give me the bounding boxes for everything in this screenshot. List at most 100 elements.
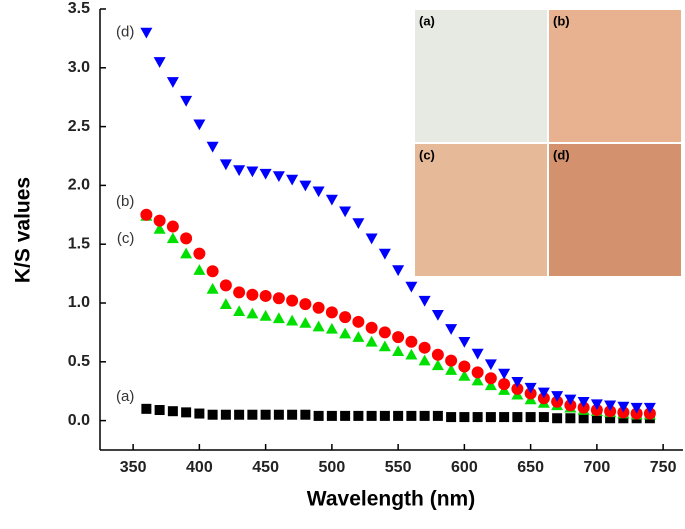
point: [153, 222, 166, 234]
point: [166, 232, 179, 244]
point: [167, 406, 178, 417]
point: [484, 372, 497, 385]
inset-label: (a): [419, 13, 435, 28]
point: [445, 364, 458, 375]
y-tick-label: 0.0: [68, 412, 90, 429]
point: [431, 359, 444, 371]
point: [286, 174, 299, 186]
inset-label: (c): [419, 147, 435, 162]
point: [180, 247, 193, 259]
point: [485, 412, 496, 423]
y-tick-label: 1.5: [68, 235, 90, 252]
y-tick-label: 0.5: [68, 353, 90, 370]
point: [459, 412, 470, 423]
point: [260, 409, 271, 420]
point: [445, 324, 458, 335]
point: [312, 301, 325, 314]
point: [166, 220, 179, 233]
point: [206, 265, 219, 278]
point: [484, 359, 497, 371]
point: [418, 341, 431, 354]
point: [233, 286, 246, 299]
point: [419, 410, 430, 421]
point: [392, 331, 405, 344]
point: [458, 360, 471, 373]
point: [206, 282, 219, 294]
y-tick-label: 3.0: [68, 59, 90, 76]
point: [340, 410, 351, 421]
point: [471, 348, 484, 360]
point: [552, 413, 563, 424]
point: [432, 410, 443, 421]
point: [379, 410, 390, 421]
point: [325, 194, 338, 206]
point: [140, 208, 153, 221]
point: [525, 412, 536, 423]
point: [193, 119, 206, 131]
y-tick-label: 3.5: [68, 0, 90, 17]
point: [286, 294, 299, 307]
x-tick-label: 700: [584, 459, 611, 476]
point: [446, 412, 457, 423]
point: [471, 366, 484, 379]
x-tick-label: 750: [650, 459, 677, 476]
point: [153, 214, 166, 227]
point: [617, 401, 630, 413]
series-label: (c): [117, 230, 135, 247]
y-axis-title: K/S values: [12, 177, 35, 283]
point: [511, 376, 524, 388]
point: [180, 95, 193, 107]
point: [352, 218, 365, 230]
point: [643, 402, 656, 414]
point: [551, 391, 564, 402]
point: [405, 335, 418, 348]
point: [312, 320, 325, 332]
point: [590, 399, 603, 411]
point: [431, 309, 444, 321]
point: [312, 186, 325, 198]
point: [538, 412, 549, 423]
point: [153, 57, 166, 68]
point: [511, 382, 524, 395]
point: [498, 368, 511, 380]
point: [325, 306, 338, 319]
x-axis-title: Wavelength (nm): [307, 488, 475, 511]
point: [458, 369, 471, 381]
point: [393, 410, 404, 421]
point: [272, 292, 285, 305]
point: [287, 409, 298, 420]
x-tick-label: 550: [385, 459, 412, 476]
x-tick-label: 450: [252, 459, 279, 476]
point: [365, 233, 378, 245]
point: [512, 412, 523, 423]
point: [578, 413, 589, 424]
point: [405, 281, 418, 293]
point: [299, 298, 312, 311]
x-tick-label: 650: [517, 459, 544, 476]
point: [219, 298, 232, 309]
point: [405, 348, 418, 360]
inset-image: [549, 10, 681, 142]
point: [299, 316, 312, 328]
point: [194, 408, 205, 419]
point: [365, 335, 378, 347]
point: [141, 403, 152, 414]
point: [140, 27, 153, 39]
point: [445, 354, 458, 367]
point: [193, 264, 206, 275]
series-label: (a): [116, 388, 134, 405]
x-tick-label: 600: [451, 459, 478, 476]
point: [339, 311, 352, 324]
point: [247, 409, 258, 420]
point: [272, 171, 285, 182]
point: [353, 410, 364, 421]
point: [339, 206, 352, 218]
series-label: (d): [116, 23, 134, 40]
point: [219, 159, 232, 171]
inset-label: (d): [553, 147, 570, 162]
x-tick-label: 400: [186, 459, 213, 476]
inset-image: [415, 144, 547, 276]
x-tick-label: 350: [120, 459, 147, 476]
point: [154, 405, 165, 416]
point: [246, 307, 259, 319]
